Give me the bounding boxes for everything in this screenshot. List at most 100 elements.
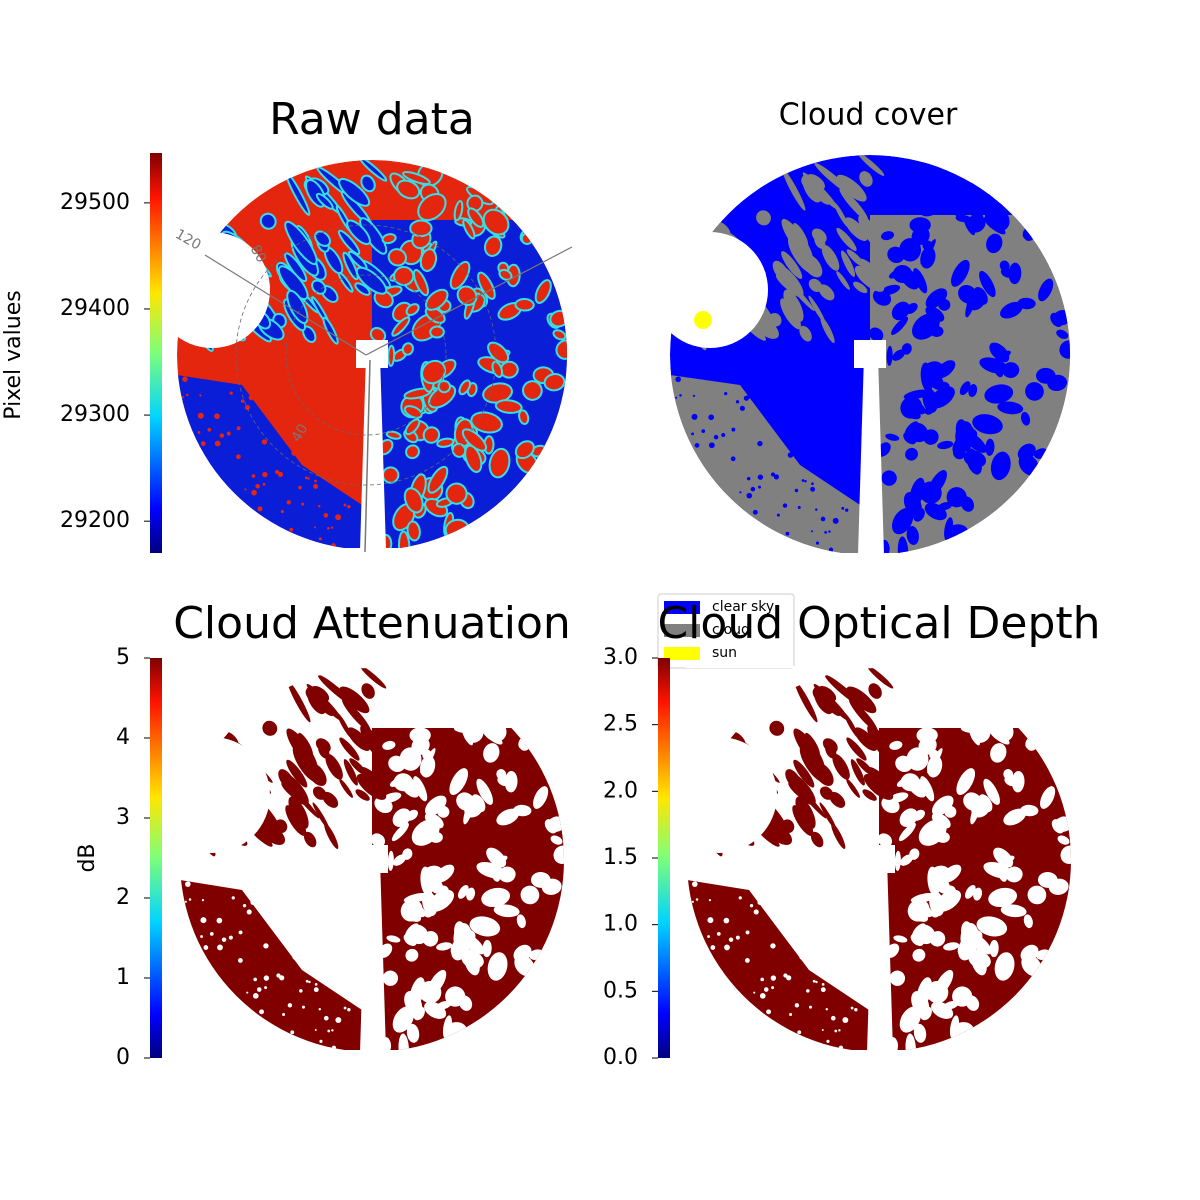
speckle bbox=[827, 896, 832, 902]
speckle bbox=[295, 1042, 301, 1049]
colorbar-tick-label: 3 bbox=[116, 805, 130, 830]
speckle bbox=[198, 534, 201, 537]
speckle bbox=[815, 508, 818, 511]
speckle bbox=[815, 892, 819, 896]
speckle bbox=[344, 886, 349, 890]
speckle bbox=[319, 1039, 323, 1043]
clear-hole bbox=[897, 536, 909, 555]
speckle bbox=[750, 486, 756, 492]
clear-hole bbox=[369, 327, 387, 343]
clear-hole bbox=[958, 284, 977, 304]
cloud-streak bbox=[288, 796, 309, 829]
colorbar-tick-label: 1.5 bbox=[603, 845, 638, 870]
clear-hole bbox=[891, 316, 909, 335]
speckle bbox=[209, 932, 214, 936]
speckle bbox=[727, 1010, 733, 1016]
clear-hole bbox=[429, 325, 445, 339]
speckle bbox=[826, 1039, 830, 1043]
speckle bbox=[307, 902, 313, 907]
clear-hole bbox=[422, 931, 439, 947]
speckle bbox=[724, 391, 728, 396]
speckle bbox=[797, 1030, 802, 1035]
clear-hole bbox=[968, 384, 978, 397]
speckle bbox=[708, 414, 715, 421]
clear-hole bbox=[954, 197, 963, 217]
legend-label: cloud bbox=[712, 622, 750, 638]
speckle bbox=[213, 1065, 216, 1068]
cloud-streak bbox=[868, 767, 897, 794]
speckle bbox=[336, 448, 341, 453]
speckle bbox=[301, 943, 308, 950]
clear-hole bbox=[487, 341, 510, 364]
clear-hole bbox=[550, 835, 563, 845]
clear-hole bbox=[405, 948, 419, 962]
speckle bbox=[248, 395, 254, 401]
speckle bbox=[204, 1040, 210, 1046]
speckle bbox=[691, 432, 694, 436]
speckle bbox=[327, 527, 330, 530]
speckle bbox=[712, 510, 718, 516]
speckle bbox=[708, 442, 715, 449]
cloud-streak bbox=[795, 796, 816, 829]
speckle bbox=[180, 1031, 182, 1035]
clear-hole bbox=[401, 342, 414, 356]
speckle bbox=[815, 980, 818, 984]
clear-hole bbox=[398, 1033, 409, 1052]
speckle bbox=[741, 1021, 747, 1027]
speckle bbox=[796, 920, 802, 926]
clear-hole bbox=[997, 866, 1008, 882]
speckle bbox=[307, 387, 311, 391]
clear-hole bbox=[514, 440, 535, 460]
speckle bbox=[221, 937, 227, 942]
speckle bbox=[707, 935, 710, 938]
speckle bbox=[258, 1024, 262, 1029]
speckle bbox=[255, 483, 260, 489]
clear-hole bbox=[983, 778, 1000, 805]
speckle bbox=[256, 522, 261, 526]
speckle bbox=[336, 952, 341, 957]
clear-hole bbox=[381, 233, 397, 245]
cloud-streak bbox=[808, 278, 823, 293]
cloud-streak bbox=[360, 668, 387, 689]
colorbar-tick-label: 4 bbox=[116, 725, 130, 750]
speckle bbox=[308, 910, 314, 916]
legend-swatch bbox=[664, 601, 700, 614]
clear-hole bbox=[912, 948, 926, 962]
clear-hole bbox=[968, 191, 983, 208]
clear-hole bbox=[1038, 278, 1054, 302]
speckle bbox=[693, 494, 696, 497]
speckle bbox=[238, 930, 243, 935]
cloud-streak bbox=[322, 316, 339, 345]
speckle bbox=[182, 959, 186, 963]
legend-swatch bbox=[664, 647, 700, 660]
clear-hole bbox=[424, 812, 444, 829]
clear-hole bbox=[421, 865, 445, 889]
cloud-streak bbox=[854, 727, 878, 752]
clear-hole bbox=[406, 1023, 420, 1043]
speckle bbox=[794, 1003, 800, 1008]
speckle bbox=[299, 932, 305, 938]
clear-hole bbox=[1002, 362, 1020, 378]
clear-hole bbox=[934, 969, 954, 996]
speckle bbox=[289, 914, 292, 917]
speckle bbox=[275, 469, 280, 475]
speckle bbox=[338, 479, 343, 484]
speckle bbox=[735, 935, 740, 940]
clear-hole bbox=[912, 923, 926, 939]
clear-hole bbox=[419, 248, 438, 272]
speckle bbox=[216, 917, 223, 924]
speckle bbox=[251, 474, 256, 478]
speckle bbox=[784, 417, 790, 423]
speckle bbox=[338, 983, 343, 987]
speckle bbox=[838, 1029, 841, 1032]
speckle bbox=[183, 506, 187, 511]
speckle bbox=[726, 1047, 730, 1051]
cloud-streak bbox=[359, 160, 388, 182]
clear-hole bbox=[513, 944, 532, 962]
speckle bbox=[207, 490, 214, 497]
cloud-streak bbox=[360, 724, 387, 761]
speckle bbox=[739, 491, 742, 494]
clear-hole bbox=[911, 991, 930, 1016]
speckle bbox=[312, 556, 318, 562]
clear-hole bbox=[513, 804, 532, 817]
